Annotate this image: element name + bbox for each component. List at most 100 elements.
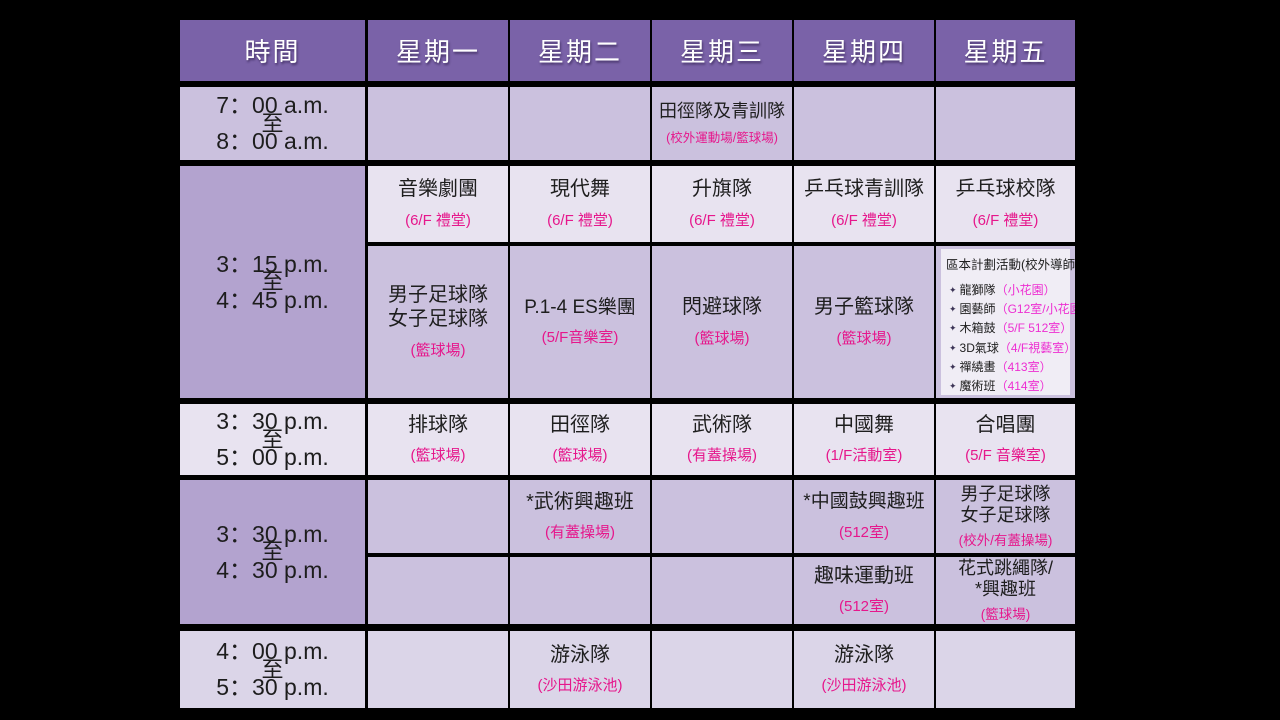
activity-location: (有蓋操場): [545, 524, 615, 542]
district-program-box: 區本計劃活動(校外導師) ✦龍獅隊（小花園） ✦園藝師（G12室/小花園） ✦木…: [941, 249, 1075, 396]
activity-location: (籃球場): [552, 447, 608, 465]
time-cell-330-500: 3：30 p.m. 至 5：00 p.m.: [180, 404, 365, 475]
activity-name: 田徑隊及青訓隊: [659, 100, 785, 121]
activity-location: (籃球場): [410, 447, 466, 465]
diamond-bullet-icon: ✦: [949, 323, 957, 334]
time-end: 4：45 p.m.: [216, 286, 329, 313]
activity-name: 合唱團: [975, 413, 1036, 436]
time-to: 至: [261, 656, 284, 682]
diamond-bullet-icon: ✦: [949, 380, 957, 391]
activity-cell-chinese-drum-class: *中國鼓興趣班 (512室): [794, 480, 934, 553]
activity-cell-martial-arts-class: *武術興趣班 (有蓋操場): [510, 480, 650, 553]
activity-location: (6/F 禮堂): [405, 211, 471, 229]
empty-cell: [652, 631, 792, 708]
activity-name-line1: 花式跳繩隊/: [957, 557, 1053, 578]
item-name: 3D氣球: [959, 340, 999, 355]
activity-location: (6/F 禮堂): [972, 211, 1039, 229]
district-program-title: 區本計劃活動(校外導師): [946, 258, 1075, 272]
activity-location: (5/F 音樂室): [965, 447, 1046, 465]
activity-cell-es-orchestra: P.1-4 ES樂團 (5/F音樂室): [510, 246, 650, 398]
list-item: ✦ 木箱鼓（5/F 512室）: [949, 319, 1073, 338]
activity-cell-martial-arts: 武術隊 (有蓋操場): [652, 404, 792, 475]
activity-location: (籃球場): [410, 341, 466, 359]
activity-cell-athletics-morning: 田徑隊及青訓隊 (校外運動場/籃球場): [652, 87, 792, 160]
activity-location: (校外/有蓋操場): [958, 533, 1053, 549]
activity-name: 中國舞: [834, 413, 894, 436]
activity-name: 現代舞: [550, 178, 610, 201]
header-thursday: 星期四: [794, 20, 934, 81]
activity-location: (5/F音樂室): [541, 329, 619, 347]
activity-location: (6/F 禮堂): [831, 211, 897, 229]
activity-name: 趣味運動班: [814, 564, 914, 587]
activity-name: 游泳隊: [834, 643, 894, 666]
list-item: ✦園藝師（G12室/小花園）: [949, 300, 1075, 319]
activity-name: *中國鼓興趣班: [803, 491, 925, 513]
activity-location: (籃球場): [836, 329, 892, 347]
activity-name: 田徑隊: [550, 413, 610, 436]
activity-name: 音樂劇團: [398, 178, 478, 201]
diamond-bullet-icon: ✦: [949, 361, 957, 372]
empty-cell: [936, 87, 1075, 160]
activity-name: *武術興趣班: [526, 490, 634, 513]
time-end: 8：00 a.m.: [216, 128, 329, 155]
empty-cell: [652, 480, 792, 553]
item-name: 龍獅隊: [959, 283, 996, 297]
time-to: 至: [261, 539, 284, 565]
activity-cell-tt-school-team: 乒乓球校隊 (6/F 禮堂): [936, 166, 1075, 242]
header-tuesday: 星期二: [510, 20, 650, 81]
activity-name-line1: 男子足球隊: [388, 284, 488, 307]
header-time: 時間: [180, 20, 365, 81]
activity-location: (沙田游泳池): [537, 677, 623, 695]
activity-location: (有蓋操場): [687, 447, 757, 465]
item-name: 園藝師: [959, 302, 996, 317]
time-start: 4：00 p.m.: [216, 638, 329, 665]
activity-cell-choir: 合唱團 (5/F 音樂室): [936, 404, 1075, 475]
activity-name-line2: 女子足球隊: [388, 308, 488, 330]
diamond-bullet-icon: ✦: [949, 342, 957, 353]
activity-cell-flag-team: 升旗隊 (6/F 禮堂): [652, 166, 792, 242]
list-item: ✦ 龍獅隊（小花園）: [949, 281, 1070, 300]
activity-location: (512室): [838, 523, 890, 541]
time-start: 7：00 a.m.: [216, 92, 329, 119]
list-item: ✦ 禪繞畫（413室）: [949, 358, 1070, 377]
activity-location: (籃球場): [694, 329, 750, 347]
activity-name: 排球隊: [408, 413, 468, 436]
time-cell-330-430: 3：30 p.m. 至 4：30 p.m.: [180, 480, 365, 624]
item-location: （414室）: [995, 378, 1052, 393]
activity-cell-modern-dance: 現代舞 (6/F 禮堂): [510, 166, 650, 242]
item-location: （413室）: [995, 359, 1052, 374]
diamond-bullet-icon: ✦: [949, 285, 957, 295]
activity-cell-swimming-thu: 游泳隊 (沙田游泳池): [794, 631, 934, 708]
header-wednesday: 星期三: [652, 20, 792, 81]
activity-cell-district-program: 區本計劃活動(校外導師) ✦龍獅隊（小花園） ✦園藝師（G12室/小花園） ✦木…: [936, 246, 1075, 398]
activity-name: 武術隊: [692, 413, 752, 436]
empty-cell: [368, 557, 508, 624]
empty-cell: [794, 87, 934, 160]
list-item: ✦ 魔術班（414室）: [949, 377, 1070, 396]
time-start: 3：30 p.m.: [216, 408, 329, 435]
activity-cell-football-offsite: 男子足球隊 女子足球隊 (校外/有蓋操場): [936, 480, 1075, 553]
list-item: ✦ 3D氣球（4/F視藝室）: [949, 339, 1075, 358]
activity-location: (512室): [838, 598, 890, 616]
item-name: 魔術班: [959, 378, 996, 393]
activity-cell-tt-youth: 乒乓球青訓隊 (6/F 禮堂): [794, 166, 934, 242]
time-to: 至: [261, 269, 284, 295]
item-location: （5/F 512室）: [995, 321, 1073, 336]
time-to: 至: [261, 110, 284, 136]
activity-name-line2: 女子足球隊: [960, 505, 1051, 525]
activity-name: 游泳隊: [550, 643, 610, 666]
activity-cell-boys-basketball: 男子籃球隊 (籃球場): [794, 246, 934, 398]
activity-location: (校外運動場/籃球場): [666, 131, 778, 146]
time-start: 3：30 p.m.: [216, 520, 329, 547]
activity-name: 乒乓球青訓隊: [804, 178, 924, 201]
activity-cell-music-drama: 音樂劇團 (6/F 禮堂): [368, 166, 508, 242]
activity-location: (1/F活動室): [825, 447, 903, 465]
activity-cell-football-teams: 男子足球隊 女子足球隊 (籃球場): [368, 246, 508, 398]
time-cell-400-530: 4：00 p.m. 至 5：30 p.m.: [180, 631, 365, 708]
diamond-bullet-icon: ✦: [949, 304, 957, 315]
activity-location: (籃球場): [980, 607, 1031, 623]
activity-name: P.1-4 ES樂團: [524, 296, 636, 318]
item-location: （小花園）: [995, 283, 1056, 297]
time-end: 5：00 p.m.: [216, 444, 329, 471]
